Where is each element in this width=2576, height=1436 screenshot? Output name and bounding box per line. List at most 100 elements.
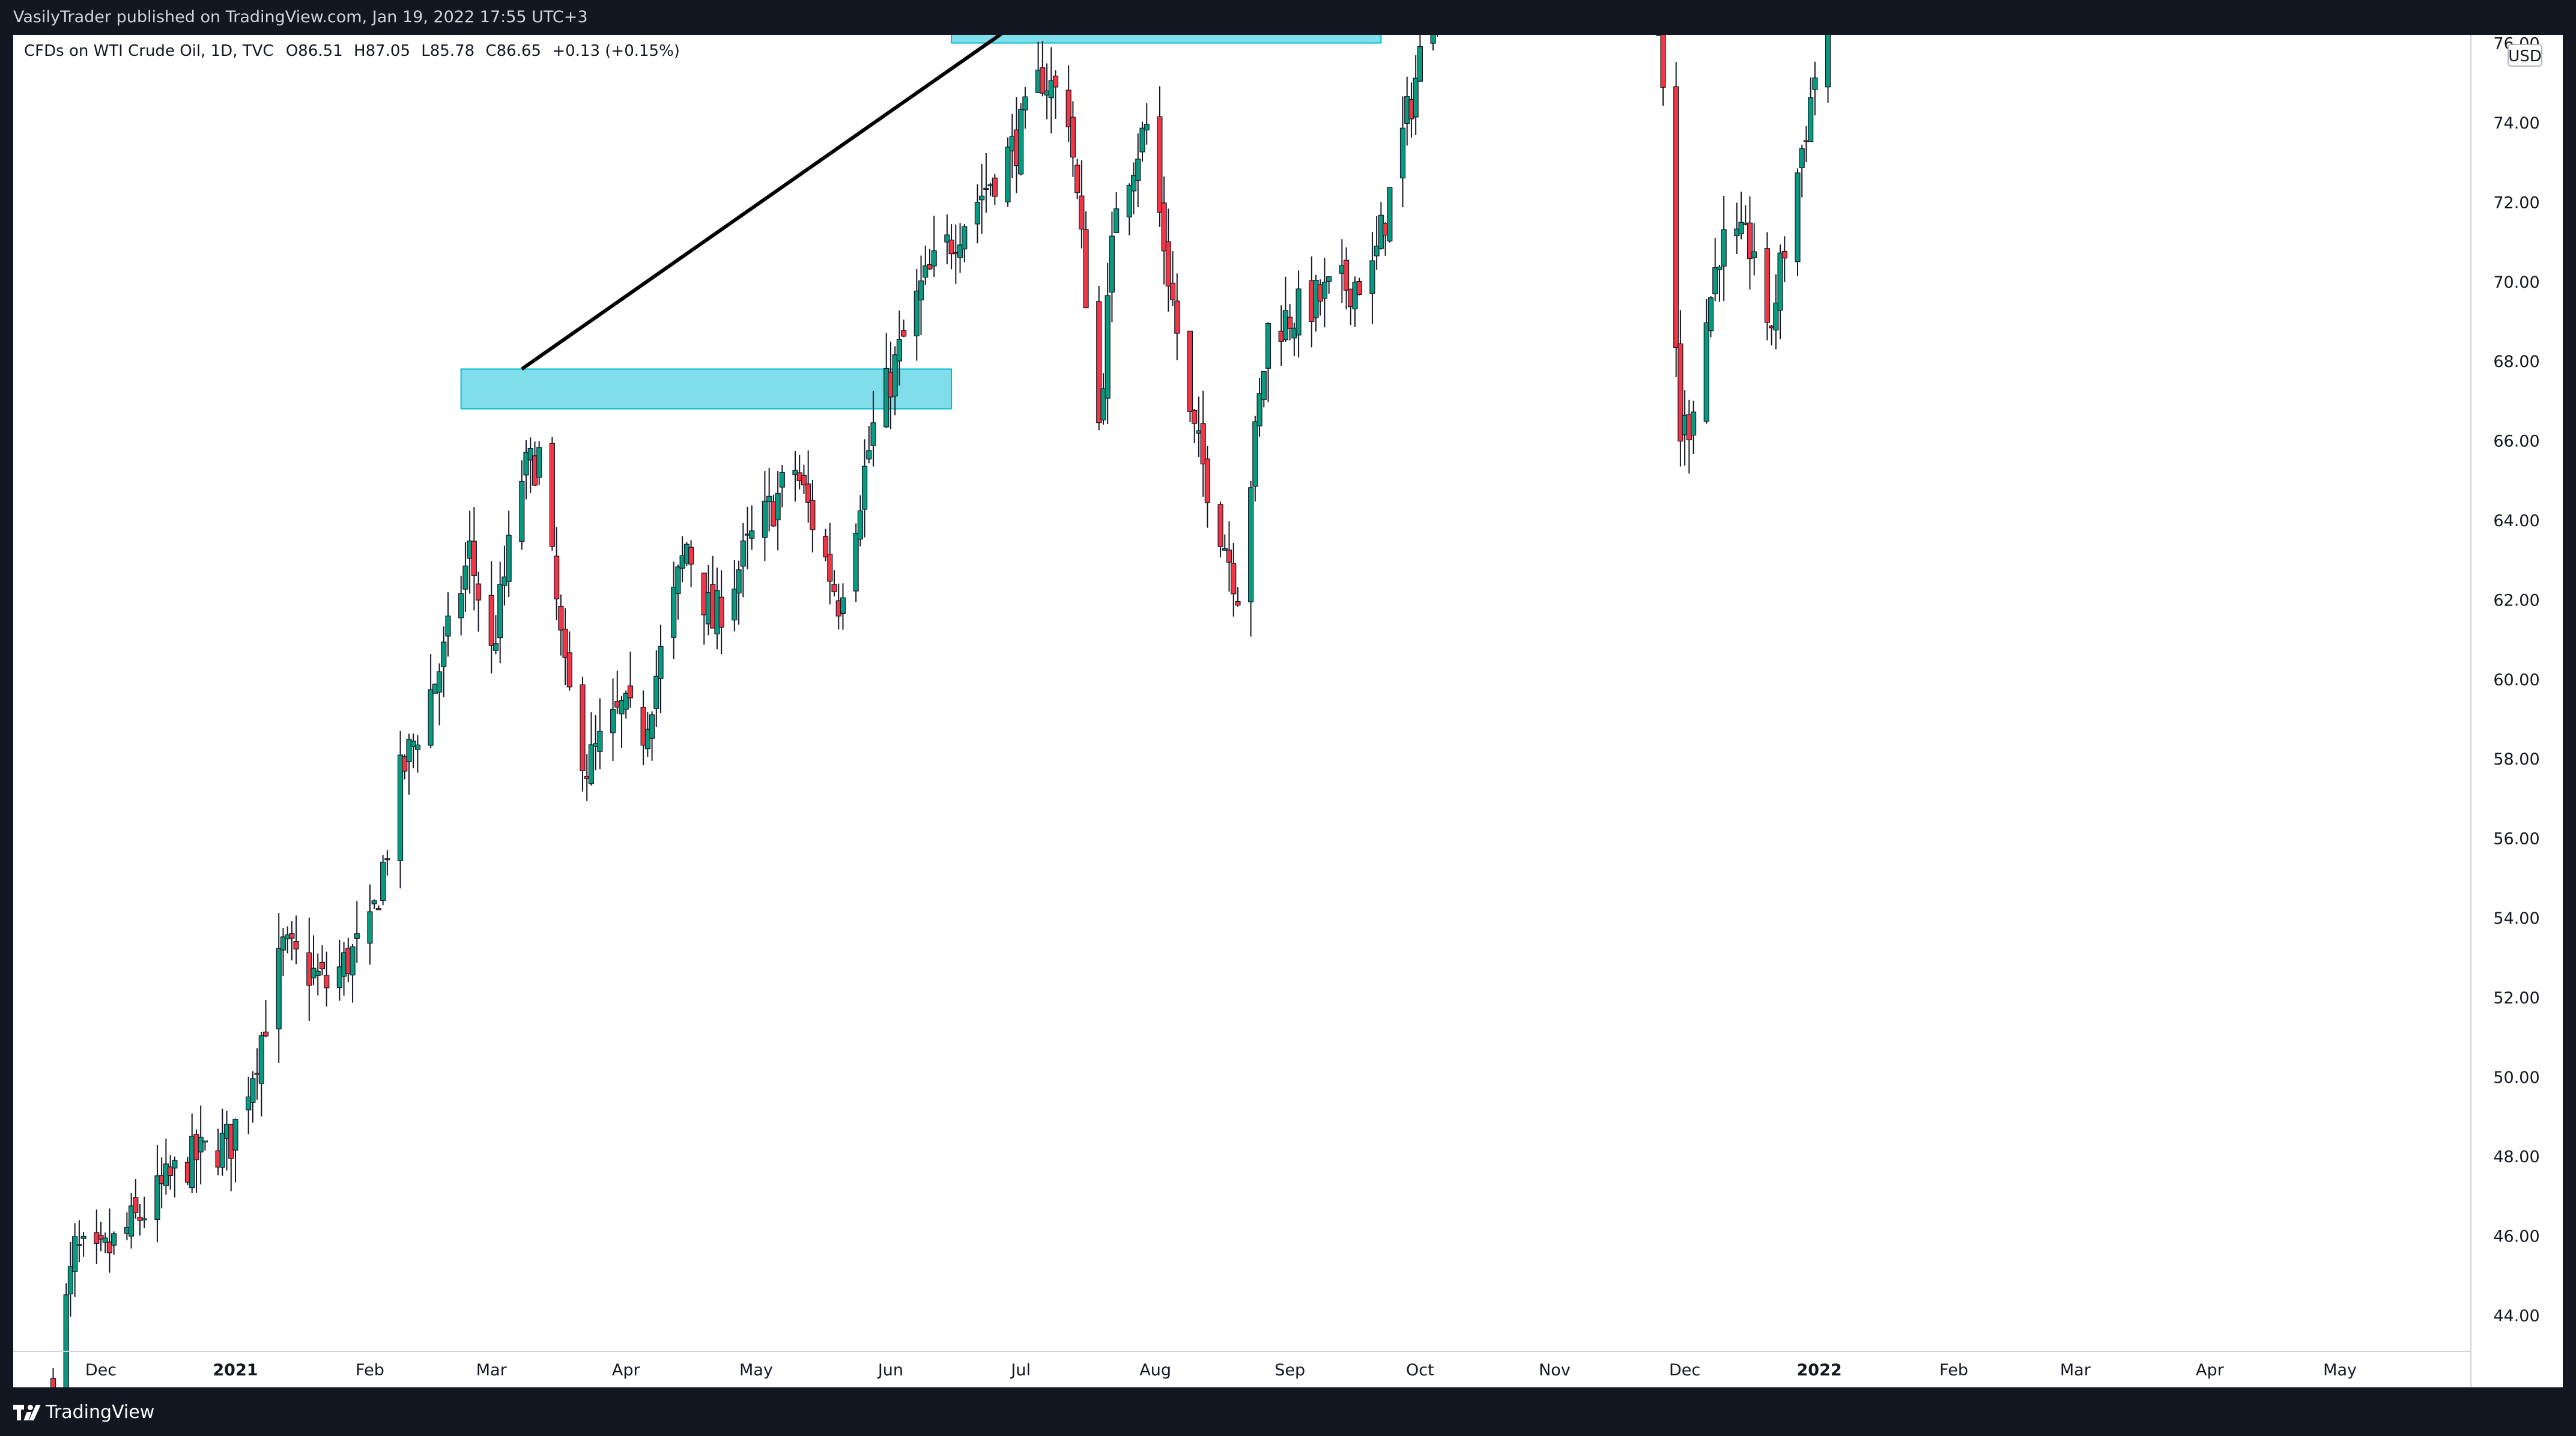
candle bbox=[1287, 304, 1293, 341]
candle bbox=[1326, 276, 1332, 294]
time-tick-label: Sep bbox=[1274, 1361, 1305, 1380]
time-tick-label: Nov bbox=[1539, 1361, 1571, 1380]
candle bbox=[102, 1232, 108, 1253]
candle bbox=[1252, 416, 1258, 501]
candle bbox=[766, 467, 772, 532]
candle-body bbox=[475, 583, 482, 601]
candle-body bbox=[133, 1197, 139, 1213]
candle bbox=[384, 850, 390, 876]
candle bbox=[1070, 101, 1076, 177]
candle bbox=[1282, 276, 1289, 342]
candle-body bbox=[406, 739, 412, 762]
candle bbox=[375, 905, 382, 910]
time-tick-label: Mar bbox=[2060, 1361, 2091, 1380]
candle bbox=[1708, 296, 1714, 338]
candle-body bbox=[1717, 266, 1723, 270]
candle-body bbox=[414, 744, 421, 750]
candle-body bbox=[111, 1233, 117, 1246]
candle bbox=[549, 437, 556, 551]
candle-body bbox=[1096, 301, 1102, 423]
candle bbox=[262, 1000, 269, 1038]
candle bbox=[1079, 160, 1085, 249]
candle-body bbox=[67, 1266, 74, 1295]
candle-body bbox=[1660, 35, 1666, 88]
candle-body bbox=[1690, 411, 1697, 436]
candle-body bbox=[315, 971, 321, 976]
candle-body bbox=[1114, 208, 1120, 233]
candle bbox=[523, 440, 529, 500]
candle-body bbox=[128, 1205, 135, 1237]
candle bbox=[1083, 211, 1089, 309]
chart-area[interactable]: 44.00 46.00 48.00 50.00 52.00 54.00 56.00 58.00… bbox=[13, 35, 2563, 1387]
candle-body bbox=[1751, 251, 1757, 258]
candle-body bbox=[436, 671, 443, 693]
candle bbox=[1048, 47, 1054, 134]
candle bbox=[627, 652, 634, 708]
candle-body bbox=[50, 1378, 56, 1387]
candle-body bbox=[658, 646, 664, 679]
candle-body bbox=[944, 234, 950, 243]
price-tick-label: 52.00 bbox=[2493, 989, 2539, 1007]
candle-body bbox=[319, 962, 326, 969]
candle-body bbox=[492, 643, 499, 651]
candle bbox=[492, 615, 499, 655]
price-chart[interactable]: 44.00 46.00 48.00 50.00 52.00 54.00 56.00 58.00… bbox=[13, 35, 2563, 1387]
tradingview-logo-icon bbox=[13, 1404, 41, 1422]
candle-body bbox=[198, 1136, 204, 1153]
candle-body bbox=[1265, 323, 1271, 369]
time-axis: Dec 2021 Feb Mar Apr May Jun Jul Aug Sep Oct Nov Dec… bbox=[13, 1351, 2471, 1380]
candle bbox=[948, 224, 954, 270]
candle bbox=[1052, 70, 1059, 119]
candle bbox=[566, 631, 572, 691]
candle bbox=[98, 1222, 104, 1252]
candle-body bbox=[805, 483, 811, 503]
published-header: VasilyTrader published on TradingView.co… bbox=[0, 0, 2576, 35]
candle bbox=[1022, 86, 1028, 129]
candle-body bbox=[1052, 76, 1059, 88]
price-tick-label: 58.00 bbox=[2493, 750, 2539, 769]
candle-body bbox=[428, 689, 434, 746]
candle bbox=[63, 1283, 69, 1387]
price-tick-label: 74.00 bbox=[2493, 114, 2539, 133]
candle-body bbox=[801, 474, 807, 486]
candle-body bbox=[519, 480, 525, 542]
candle-body bbox=[1738, 222, 1744, 235]
candle-body bbox=[1356, 280, 1362, 295]
candle bbox=[1005, 137, 1011, 207]
trendline bbox=[521, 35, 1004, 371]
change-value: +0.13 (+0.15%) bbox=[552, 42, 680, 60]
candle-body bbox=[371, 900, 377, 904]
level-box-1 bbox=[460, 368, 953, 410]
candle bbox=[1356, 277, 1362, 295]
candle-body bbox=[649, 714, 655, 739]
candle bbox=[974, 184, 981, 244]
candle bbox=[892, 346, 898, 416]
candle-body bbox=[1192, 410, 1198, 424]
candle-body bbox=[1139, 127, 1145, 153]
candle bbox=[1265, 322, 1271, 402]
candle-body bbox=[962, 226, 968, 250]
candle bbox=[962, 224, 968, 262]
candle-body bbox=[1747, 222, 1753, 259]
candle bbox=[80, 1232, 86, 1257]
candle bbox=[198, 1105, 204, 1185]
candle bbox=[1135, 133, 1141, 208]
candle bbox=[749, 505, 755, 550]
candle bbox=[128, 1193, 135, 1249]
candle-body bbox=[1161, 202, 1167, 252]
candle bbox=[1157, 86, 1163, 227]
candle bbox=[827, 523, 833, 605]
candle-body bbox=[892, 354, 898, 397]
candle-body bbox=[896, 339, 903, 362]
candle bbox=[371, 899, 377, 909]
tradingview-logo[interactable]: TradingView bbox=[13, 1402, 154, 1423]
candle-body bbox=[749, 530, 755, 539]
candle-body bbox=[336, 966, 342, 989]
candle bbox=[718, 570, 724, 655]
candle bbox=[350, 944, 356, 1003]
candle bbox=[554, 527, 560, 620]
candle bbox=[1074, 159, 1080, 199]
candle bbox=[289, 921, 295, 961]
time-tick-label: Mar bbox=[476, 1361, 508, 1380]
candle bbox=[914, 268, 920, 361]
